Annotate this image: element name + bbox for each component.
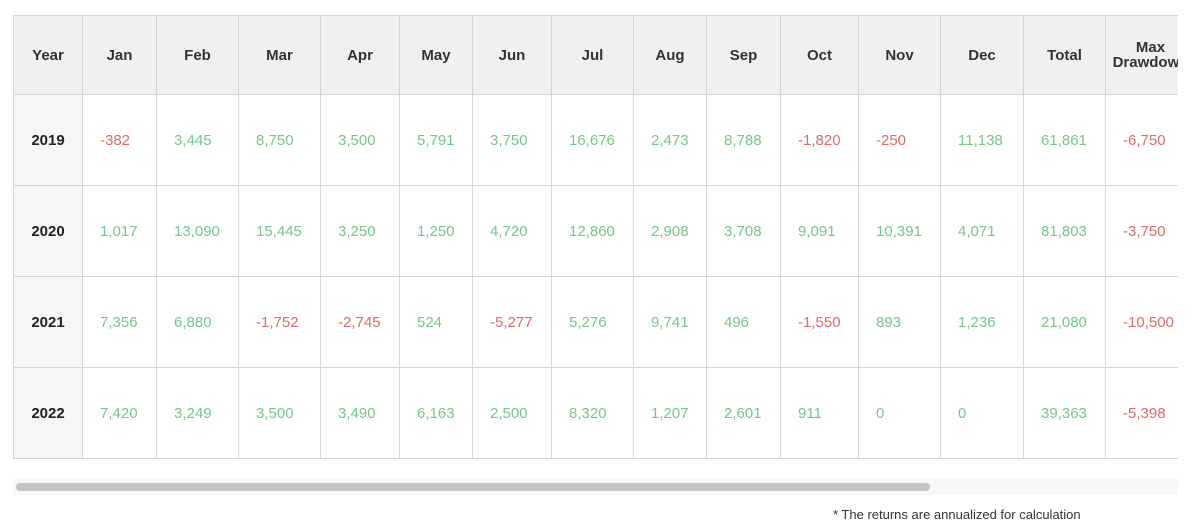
value-cell: -5,398 bbox=[1105, 367, 1178, 459]
value-cell: 12,860 bbox=[551, 185, 634, 277]
value-cell: 5,276 bbox=[551, 276, 634, 368]
column-header: Oct bbox=[780, 15, 859, 95]
value-cell: -2,745 bbox=[320, 276, 400, 368]
value-cell: 1,250 bbox=[399, 185, 473, 277]
column-header: Sep bbox=[706, 15, 781, 95]
scrollbar-thumb[interactable] bbox=[16, 483, 930, 491]
value-cell: -1,752 bbox=[238, 276, 321, 368]
value-cell: 3,750 bbox=[472, 94, 552, 186]
value-cell: 3,445 bbox=[156, 94, 239, 186]
value-cell: 911 bbox=[780, 367, 859, 459]
column-header: Total bbox=[1023, 15, 1106, 95]
value-cell: 81,803 bbox=[1023, 185, 1106, 277]
table-row: 2020 1,017 13,090 15,445 3,250 1,250 4,720 12,8… bbox=[13, 185, 1178, 277]
column-header: Dec bbox=[940, 15, 1024, 95]
value-cell: 496 bbox=[706, 276, 781, 368]
column-header: Year bbox=[13, 15, 83, 95]
scrollbar-track[interactable] bbox=[13, 479, 1178, 495]
table-row: 2022 7,420 3,249 3,500 3,490 6,163 2,500 8,320 1… bbox=[13, 367, 1178, 459]
value-cell: 3,490 bbox=[320, 367, 400, 459]
column-header: Apr bbox=[320, 15, 400, 95]
column-header: Nov bbox=[858, 15, 941, 95]
column-header: Jan bbox=[82, 15, 157, 95]
year-cell: 2022 bbox=[13, 367, 83, 459]
value-cell: -5,277 bbox=[472, 276, 552, 368]
value-cell: -6,750 bbox=[1105, 94, 1178, 186]
value-cell: 1,236 bbox=[940, 276, 1024, 368]
value-cell: 8,750 bbox=[238, 94, 321, 186]
value-cell: 2,601 bbox=[706, 367, 781, 459]
value-cell: 0 bbox=[858, 367, 941, 459]
table-container: Year Jan Feb Mar Apr May Jun Jul Aug Sep Oct Nov Dec… bbox=[13, 15, 1178, 463]
value-cell: 9,091 bbox=[780, 185, 859, 277]
column-header: May bbox=[399, 15, 473, 95]
value-cell: 5,791 bbox=[399, 94, 473, 186]
value-cell: 2,473 bbox=[633, 94, 707, 186]
value-cell: 9,741 bbox=[633, 276, 707, 368]
value-cell: 21,080 bbox=[1023, 276, 1106, 368]
value-cell: -250 bbox=[858, 94, 941, 186]
year-cell: 2020 bbox=[13, 185, 83, 277]
value-cell: 8,788 bbox=[706, 94, 781, 186]
returns-table: Year Jan Feb Mar Apr May Jun Jul Aug Sep Oct Nov Dec… bbox=[13, 15, 1178, 459]
value-cell: 3,500 bbox=[238, 367, 321, 459]
value-cell: 893 bbox=[858, 276, 941, 368]
value-cell: 3,500 bbox=[320, 94, 400, 186]
footnote: * The returns are annualized for calcula… bbox=[833, 507, 1081, 522]
value-cell: 4,071 bbox=[940, 185, 1024, 277]
value-cell: 1,207 bbox=[633, 367, 707, 459]
value-cell: -1,820 bbox=[780, 94, 859, 186]
value-cell: 3,708 bbox=[706, 185, 781, 277]
value-cell: 10,391 bbox=[858, 185, 941, 277]
value-cell: 524 bbox=[399, 276, 473, 368]
year-cell: 2021 bbox=[13, 276, 83, 368]
value-cell: 61,861 bbox=[1023, 94, 1106, 186]
value-cell: -10,500 bbox=[1105, 276, 1178, 368]
value-cell: 11,138 bbox=[940, 94, 1024, 186]
column-header: Feb bbox=[156, 15, 239, 95]
value-cell: 0 bbox=[940, 367, 1024, 459]
value-cell: 3,250 bbox=[320, 185, 400, 277]
value-cell: 16,676 bbox=[551, 94, 634, 186]
value-cell: 4,720 bbox=[472, 185, 552, 277]
value-cell: 7,356 bbox=[82, 276, 157, 368]
value-cell: 8,320 bbox=[551, 367, 634, 459]
column-header: Aug bbox=[633, 15, 707, 95]
year-cell: 2019 bbox=[13, 94, 83, 186]
column-header: Max Drawdown bbox=[1105, 15, 1178, 95]
column-header: Mar bbox=[238, 15, 321, 95]
value-cell: 2,908 bbox=[633, 185, 707, 277]
column-header: Jun bbox=[472, 15, 552, 95]
value-cell: 6,163 bbox=[399, 367, 473, 459]
column-header: Jul bbox=[551, 15, 634, 95]
value-cell: 6,880 bbox=[156, 276, 239, 368]
value-cell: 39,363 bbox=[1023, 367, 1106, 459]
table-row: 2019 -382 3,445 8,750 3,500 5,791 3,750 16,676 2… bbox=[13, 94, 1178, 186]
value-cell: -1,550 bbox=[780, 276, 859, 368]
value-cell: 3,249 bbox=[156, 367, 239, 459]
value-cell: 2,500 bbox=[472, 367, 552, 459]
value-cell: 15,445 bbox=[238, 185, 321, 277]
value-cell: -3,750 bbox=[1105, 185, 1178, 277]
value-cell: 13,090 bbox=[156, 185, 239, 277]
header-row: Year Jan Feb Mar Apr May Jun Jul Aug Sep Oct Nov Dec… bbox=[13, 15, 1178, 95]
value-cell: 7,420 bbox=[82, 367, 157, 459]
table-row: 2021 7,356 6,880 -1,752 -2,745 524 -5,277 5,276… bbox=[13, 276, 1178, 368]
value-cell: 1,017 bbox=[82, 185, 157, 277]
value-cell: -382 bbox=[82, 94, 157, 186]
